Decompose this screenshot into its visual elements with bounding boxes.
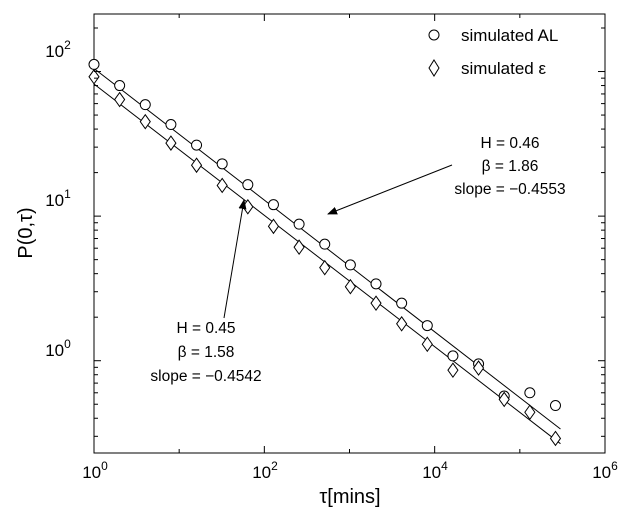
series-0-point-2 <box>139 99 151 111</box>
series-1-point-11 <box>370 295 382 312</box>
x-tick-label-2: 104 <box>422 459 448 482</box>
series-0-point-3 <box>165 119 177 131</box>
series-1-point-10 <box>344 278 356 295</box>
y-axis-title: P(0,τ) <box>15 207 37 258</box>
series-0-point-6 <box>242 179 254 191</box>
series-1-point-5 <box>216 177 228 194</box>
series-1-point-7 <box>267 218 280 235</box>
y-tick-label-2: 102 <box>45 38 71 61</box>
series-0-point-13 <box>421 320 433 332</box>
series-1-point-8 <box>293 239 305 256</box>
annotation-eps: H = 0.45 β = 1.58 slope = −0.4542 <box>150 199 262 385</box>
annotation-al-line-2: β = 1.86 <box>482 158 539 175</box>
series-0-point-9 <box>319 238 331 250</box>
annotation-al-line-1: H = 0.46 <box>480 135 539 152</box>
series-1-point-2 <box>139 113 151 130</box>
data-markers <box>88 58 562 447</box>
annotation-al-line-3: slope = −0.4553 <box>454 181 565 198</box>
series-0-point-11 <box>370 278 382 290</box>
x-tick-label-0: 100 <box>82 459 108 482</box>
y-tick-labels: 100 101 102 <box>45 38 71 360</box>
x-tick-label-1: 102 <box>252 459 278 482</box>
legend-marker-circle <box>428 29 440 41</box>
series-0-point-7 <box>267 199 279 211</box>
series-0-point-1 <box>114 80 126 92</box>
annotation-eps-line-2: β = 1.58 <box>178 344 235 361</box>
legend-label-eps: simulated ε <box>461 59 546 78</box>
series-1-point-15 <box>472 360 485 376</box>
y-tick-label-0: 100 <box>45 337 71 360</box>
series-1-point-14 <box>447 362 459 379</box>
series-0-point-12 <box>396 297 408 309</box>
series-0-point-5 <box>216 158 228 170</box>
x-tick-labels: 100 102 104 106 <box>82 459 618 482</box>
annotation-eps-line-1: H = 0.45 <box>176 320 235 337</box>
legend: simulated AL simulated ε <box>428 26 558 78</box>
series-1-point-12 <box>396 315 408 332</box>
series-1-point-6 <box>242 198 254 215</box>
series-1-point-17 <box>524 404 536 421</box>
fit-lines <box>93 68 561 445</box>
axis-ticks <box>93 14 606 453</box>
series-1-point-0 <box>88 68 100 85</box>
series-1-point-18 <box>549 430 562 447</box>
series-0-point-4 <box>191 139 203 151</box>
annotation-al: H = 0.46 β = 1.86 slope = −0.4553 <box>327 135 566 215</box>
series-1-point-13 <box>421 336 433 353</box>
series-0-point-18 <box>549 400 561 412</box>
annotation-eps-arrow <box>223 199 247 319</box>
series-0-point-0 <box>88 58 100 70</box>
legend-label-al: simulated AL <box>461 26 558 45</box>
series-0-point-17 <box>524 387 536 399</box>
series-1-point-16 <box>498 391 510 408</box>
series-0-point-10 <box>344 259 356 271</box>
series-1-point-9 <box>319 259 331 276</box>
y-tick-label-1: 101 <box>45 187 71 210</box>
annotation-eps-line-3: slope = −0.4542 <box>150 368 261 385</box>
plot-frame <box>93 13 606 454</box>
series-0-point-14 <box>447 350 459 362</box>
series-0-point-8 <box>293 218 305 230</box>
annotation-al-arrow <box>327 164 453 215</box>
series-1-point-3 <box>165 135 177 151</box>
x-tick-label-3: 106 <box>592 459 618 482</box>
x-axis-title: τ[mins] <box>319 486 380 508</box>
legend-marker-diamond <box>428 59 440 77</box>
series-1-point-4 <box>190 157 203 174</box>
series-1-point-1 <box>114 91 126 108</box>
